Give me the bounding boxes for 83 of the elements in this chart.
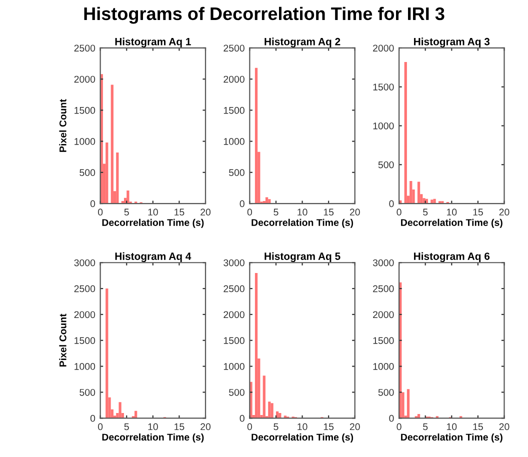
x-tick-label: 15 (324, 423, 334, 430)
x-tick-label: 15 (473, 423, 483, 430)
x-axis-title: Decorrelation Time (s) (401, 433, 502, 443)
x-tick-label: 5 (274, 423, 278, 430)
x-tick-label: 5 (124, 208, 129, 216)
y-tick-label: 2000 (373, 44, 394, 52)
y-tick-label: 0 (389, 200, 394, 208)
x-tick-label: 10 (148, 423, 158, 430)
x-tick-label: 15 (174, 423, 184, 430)
chart-title: Histogram Aq 3 (414, 38, 490, 48)
y-tick-label: 0 (90, 414, 96, 422)
y-tick-label: 2000 (74, 76, 96, 83)
x-tick-label: 15 (473, 208, 483, 216)
y-axis-title: Pixel Count (59, 99, 66, 152)
y-tick-label: 2500 (224, 44, 244, 52)
y-tick-label: 500 (228, 169, 244, 176)
y-tick-label: 1500 (224, 337, 244, 344)
y-tick-label: 1500 (224, 106, 244, 114)
y-tick-label: 3000 (224, 259, 244, 266)
y-tick-label: 1000 (373, 122, 394, 130)
chart-title: Histogram Aq 1 (115, 38, 191, 48)
text: Histograms of Decorrelation Time for IRI 3 (84, 6, 444, 24)
x-axis-title: Decorrelation Time (s) (102, 433, 204, 443)
y-tick-label: 2500 (74, 44, 96, 52)
x-tick-label: 5 (423, 423, 428, 430)
x-tick-label: 0 (247, 208, 252, 216)
y-tick-label: 2000 (224, 76, 244, 83)
x-tick-label: 10 (446, 208, 457, 216)
y-axis-title: Pixel Count (59, 314, 66, 366)
y-tick-label: 1500 (373, 84, 394, 90)
y-tick-label: 1000 (74, 363, 96, 370)
x-tick-label: 20 (499, 423, 510, 430)
x-axis-title: Decorrelation Time (s) (252, 218, 354, 228)
y-tick-label: 3000 (74, 259, 96, 266)
y-tick-label: 2000 (74, 311, 96, 318)
y-tick-label: 1500 (74, 106, 96, 114)
y-tick-label: 1000 (74, 138, 96, 145)
x-tick-label: 10 (148, 208, 158, 216)
chart-title: Histogram Aq 6 (414, 252, 490, 262)
x-tick-label: 5 (124, 423, 129, 430)
y-tick-label: 2500 (373, 285, 394, 292)
y-tick-label: 2500 (224, 285, 244, 292)
y-tick-label: 2000 (224, 311, 244, 318)
x-tick-label: 0 (98, 423, 103, 430)
y-tick-label: 0 (389, 414, 394, 422)
x-axis-title: Decorrelation Time (s) (401, 218, 502, 228)
y-tick-label: 1000 (224, 138, 244, 145)
y-tick-label: 2000 (373, 311, 394, 318)
y-tick-label: 500 (80, 169, 96, 176)
y-tick-label: 1500 (373, 337, 394, 344)
y-tick-label: 0 (240, 200, 244, 208)
chart-title: Histogram Aq 5 (264, 252, 340, 262)
y-tick-label: 0 (90, 200, 96, 208)
x-tick-label: 0 (396, 208, 402, 216)
x-tick-label: 20 (350, 208, 360, 216)
x-tick-label: 0 (396, 423, 402, 430)
chart-title: Histogram Aq 2 (264, 38, 340, 48)
x-tick-label: 10 (446, 423, 457, 430)
x-tick-label: 5 (423, 208, 428, 216)
y-tick-label: 500 (378, 161, 394, 168)
x-tick-label: 10 (298, 208, 308, 216)
x-tick-label: 20 (499, 208, 510, 216)
x-tick-label: 0 (247, 423, 252, 430)
x-axis-title: Decorrelation Time (s) (252, 433, 354, 443)
y-tick-label: 0 (240, 414, 244, 422)
y-tick-label: 2500 (74, 285, 96, 292)
x-tick-label: 10 (298, 423, 308, 430)
x-tick-label: 5 (274, 208, 278, 216)
x-tick-label: 0 (98, 208, 103, 216)
x-axis-title: Decorrelation Time (s) (102, 218, 204, 228)
y-tick-label: 500 (80, 388, 96, 396)
y-tick-label: 1000 (224, 363, 244, 370)
y-tick-label: 1500 (74, 337, 96, 344)
x-tick-label: 20 (200, 423, 211, 430)
y-tick-label: 500 (228, 388, 244, 396)
y-tick-label: 1000 (373, 363, 394, 370)
y-tick-label: 3000 (372, 259, 394, 266)
y-tick-label: 500 (378, 388, 394, 396)
x-tick-label: 20 (200, 208, 211, 216)
chart-title: Histogram Aq 4 (115, 252, 192, 262)
x-tick-label: 15 (174, 208, 184, 216)
x-tick-label: 20 (350, 423, 360, 430)
x-tick-label: 15 (324, 208, 334, 216)
